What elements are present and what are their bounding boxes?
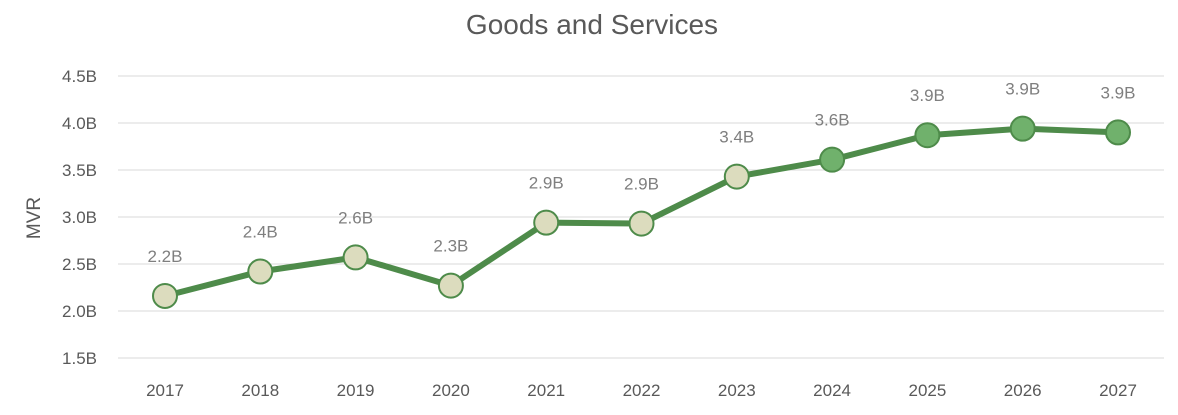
data-label-2023: 3.4B bbox=[719, 128, 754, 147]
x-tick-label: 2018 bbox=[241, 381, 279, 400]
data-label-2017: 2.2B bbox=[148, 247, 183, 266]
data-label-2020: 2.3B bbox=[433, 237, 468, 256]
x-tick-label: 2022 bbox=[623, 381, 661, 400]
data-label-2022: 2.9B bbox=[624, 175, 659, 194]
y-axis-ticks: 1.5B 2.0B 2.5B 3.0B 3.5B 4.0B 4.5B bbox=[62, 67, 97, 368]
data-point-2023 bbox=[723, 163, 750, 190]
x-tick-label: 2023 bbox=[718, 381, 756, 400]
y-tick-label: 2.5B bbox=[62, 255, 97, 274]
data-label-2018: 2.4B bbox=[243, 223, 278, 242]
x-tick-label: 2027 bbox=[1099, 381, 1137, 400]
data-label-2024: 3.6B bbox=[815, 111, 850, 130]
data-point-2022 bbox=[628, 210, 655, 237]
data-point-2026 bbox=[1009, 115, 1036, 142]
y-tick-label: 3.5B bbox=[62, 161, 97, 180]
x-tick-label: 2024 bbox=[813, 381, 851, 400]
y-axis-label: MVR bbox=[24, 197, 45, 239]
y-tick-label: 4.0B bbox=[62, 114, 97, 133]
y-tick-label: 3.0B bbox=[62, 208, 97, 227]
data-point-2018 bbox=[247, 258, 274, 285]
data-point-2020 bbox=[437, 272, 464, 299]
data-label-2027: 3.9B bbox=[1101, 83, 1136, 102]
y-tick-label: 4.5B bbox=[62, 67, 97, 86]
data-point-2025 bbox=[914, 122, 941, 149]
data-point-2021 bbox=[533, 209, 560, 236]
x-axis-ticks: 2017 2018 2019 2020 2021 2022 2023 2024 2025 2026… bbox=[146, 381, 1137, 400]
x-tick-label: 2020 bbox=[432, 381, 470, 400]
x-tick-label: 2021 bbox=[527, 381, 565, 400]
data-point-2027 bbox=[1105, 119, 1131, 146]
data-point-2024 bbox=[819, 146, 846, 173]
y-tick-label: 2.0B bbox=[62, 302, 97, 321]
data-label-2026: 3.9B bbox=[1005, 80, 1040, 99]
series-markers bbox=[152, 115, 1131, 309]
x-tick-label: 2017 bbox=[146, 381, 184, 400]
y-tick-label: 1.5B bbox=[62, 349, 97, 368]
data-label-2025: 3.9B bbox=[910, 86, 945, 105]
chart-title: Goods and Services bbox=[466, 9, 718, 40]
data-labels: 2.2B 2.4B 2.6B 2.3B 2.9B 2.9B 3.4B 3.6B 3.9B 3.9B… bbox=[148, 80, 1136, 266]
data-point-2017 bbox=[152, 282, 178, 309]
x-tick-label: 2026 bbox=[1004, 381, 1042, 400]
data-point-2019 bbox=[342, 244, 369, 271]
data-label-2019: 2.6B bbox=[338, 208, 373, 227]
x-tick-label: 2025 bbox=[908, 381, 946, 400]
data-label-2021: 2.9B bbox=[529, 174, 564, 193]
x-tick-label: 2019 bbox=[337, 381, 375, 400]
